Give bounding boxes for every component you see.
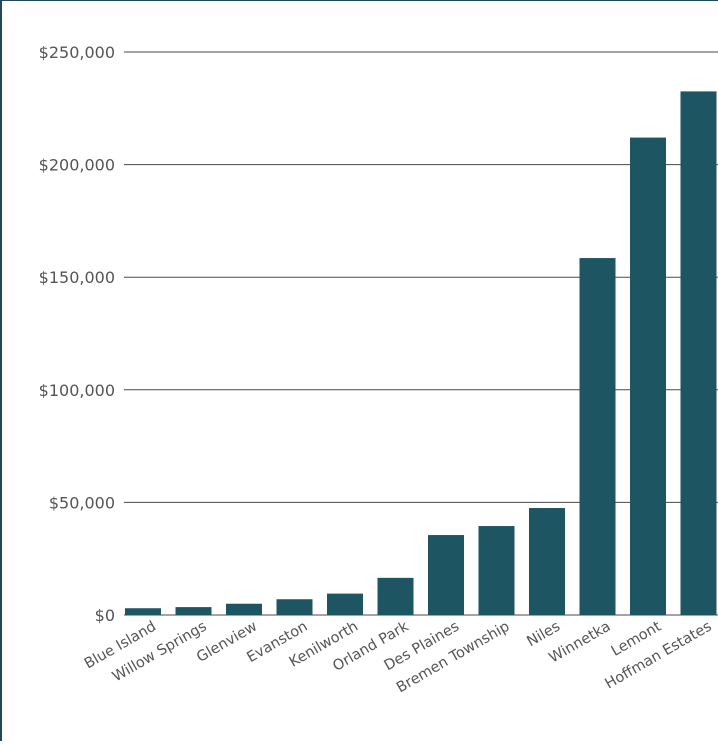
bar xyxy=(478,526,515,615)
grid-lines xyxy=(124,51,718,616)
bar xyxy=(377,577,414,615)
y-tick-label: $0 xyxy=(95,606,115,625)
bar xyxy=(175,607,212,615)
bars xyxy=(125,91,717,616)
y-tick-label: $200,000 xyxy=(39,156,115,175)
y-tick-label: $100,000 xyxy=(39,381,115,400)
bar xyxy=(579,258,616,615)
bar xyxy=(327,593,363,615)
bar xyxy=(226,603,262,615)
bar xyxy=(276,599,313,615)
y-tick-label: $250,000 xyxy=(39,43,115,62)
bar xyxy=(125,608,161,615)
y-axis-tick-labels: $0 $50,000 $100,000 $150,000 $200,000 $250,00… xyxy=(39,43,115,625)
bar xyxy=(630,137,666,616)
y-tick-label: $50,000 xyxy=(49,493,115,512)
bar xyxy=(529,508,565,615)
bar xyxy=(428,535,464,615)
bar xyxy=(680,91,717,615)
y-tick-label: $150,000 xyxy=(39,268,115,287)
